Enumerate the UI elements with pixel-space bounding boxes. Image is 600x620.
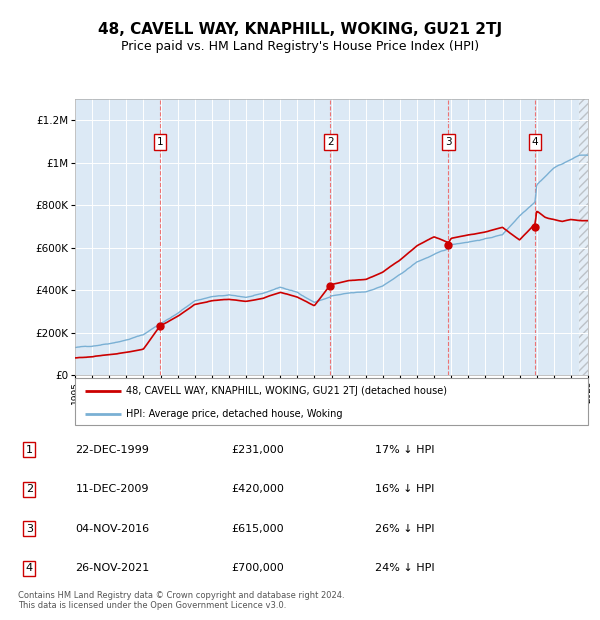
Bar	[580, 99, 588, 375]
Bar	[580, 99, 588, 375]
Text: £700,000: £700,000	[231, 564, 284, 574]
Text: £615,000: £615,000	[231, 524, 284, 534]
Text: 04-NOV-2016: 04-NOV-2016	[76, 524, 149, 534]
Text: 22-DEC-1999: 22-DEC-1999	[76, 445, 149, 455]
Text: 3: 3	[26, 524, 33, 534]
Text: £420,000: £420,000	[231, 484, 284, 494]
Text: 48, CAVELL WAY, KNAPHILL, WOKING, GU21 2TJ: 48, CAVELL WAY, KNAPHILL, WOKING, GU21 2…	[98, 22, 502, 37]
Text: 1: 1	[157, 136, 163, 147]
Text: 3: 3	[445, 136, 452, 147]
Text: 11-DEC-2009: 11-DEC-2009	[76, 484, 149, 494]
Text: 48, CAVELL WAY, KNAPHILL, WOKING, GU21 2TJ (detached house): 48, CAVELL WAY, KNAPHILL, WOKING, GU21 2…	[127, 386, 448, 396]
Text: Price paid vs. HM Land Registry's House Price Index (HPI): Price paid vs. HM Land Registry's House …	[121, 40, 479, 53]
Text: 24% ↓ HPI: 24% ↓ HPI	[375, 564, 434, 574]
Text: 26% ↓ HPI: 26% ↓ HPI	[375, 524, 434, 534]
Text: 1: 1	[26, 445, 33, 455]
Text: 16% ↓ HPI: 16% ↓ HPI	[375, 484, 434, 494]
Text: 4: 4	[532, 136, 538, 147]
Text: 2: 2	[26, 484, 33, 494]
Text: 4: 4	[26, 564, 33, 574]
Text: £231,000: £231,000	[231, 445, 284, 455]
Text: Contains HM Land Registry data © Crown copyright and database right 2024.
This d: Contains HM Land Registry data © Crown c…	[18, 591, 344, 611]
Text: 17% ↓ HPI: 17% ↓ HPI	[375, 445, 434, 455]
Text: 2: 2	[327, 136, 334, 147]
FancyBboxPatch shape	[75, 378, 588, 425]
Text: HPI: Average price, detached house, Woking: HPI: Average price, detached house, Woki…	[127, 409, 343, 420]
Text: 26-NOV-2021: 26-NOV-2021	[76, 564, 149, 574]
